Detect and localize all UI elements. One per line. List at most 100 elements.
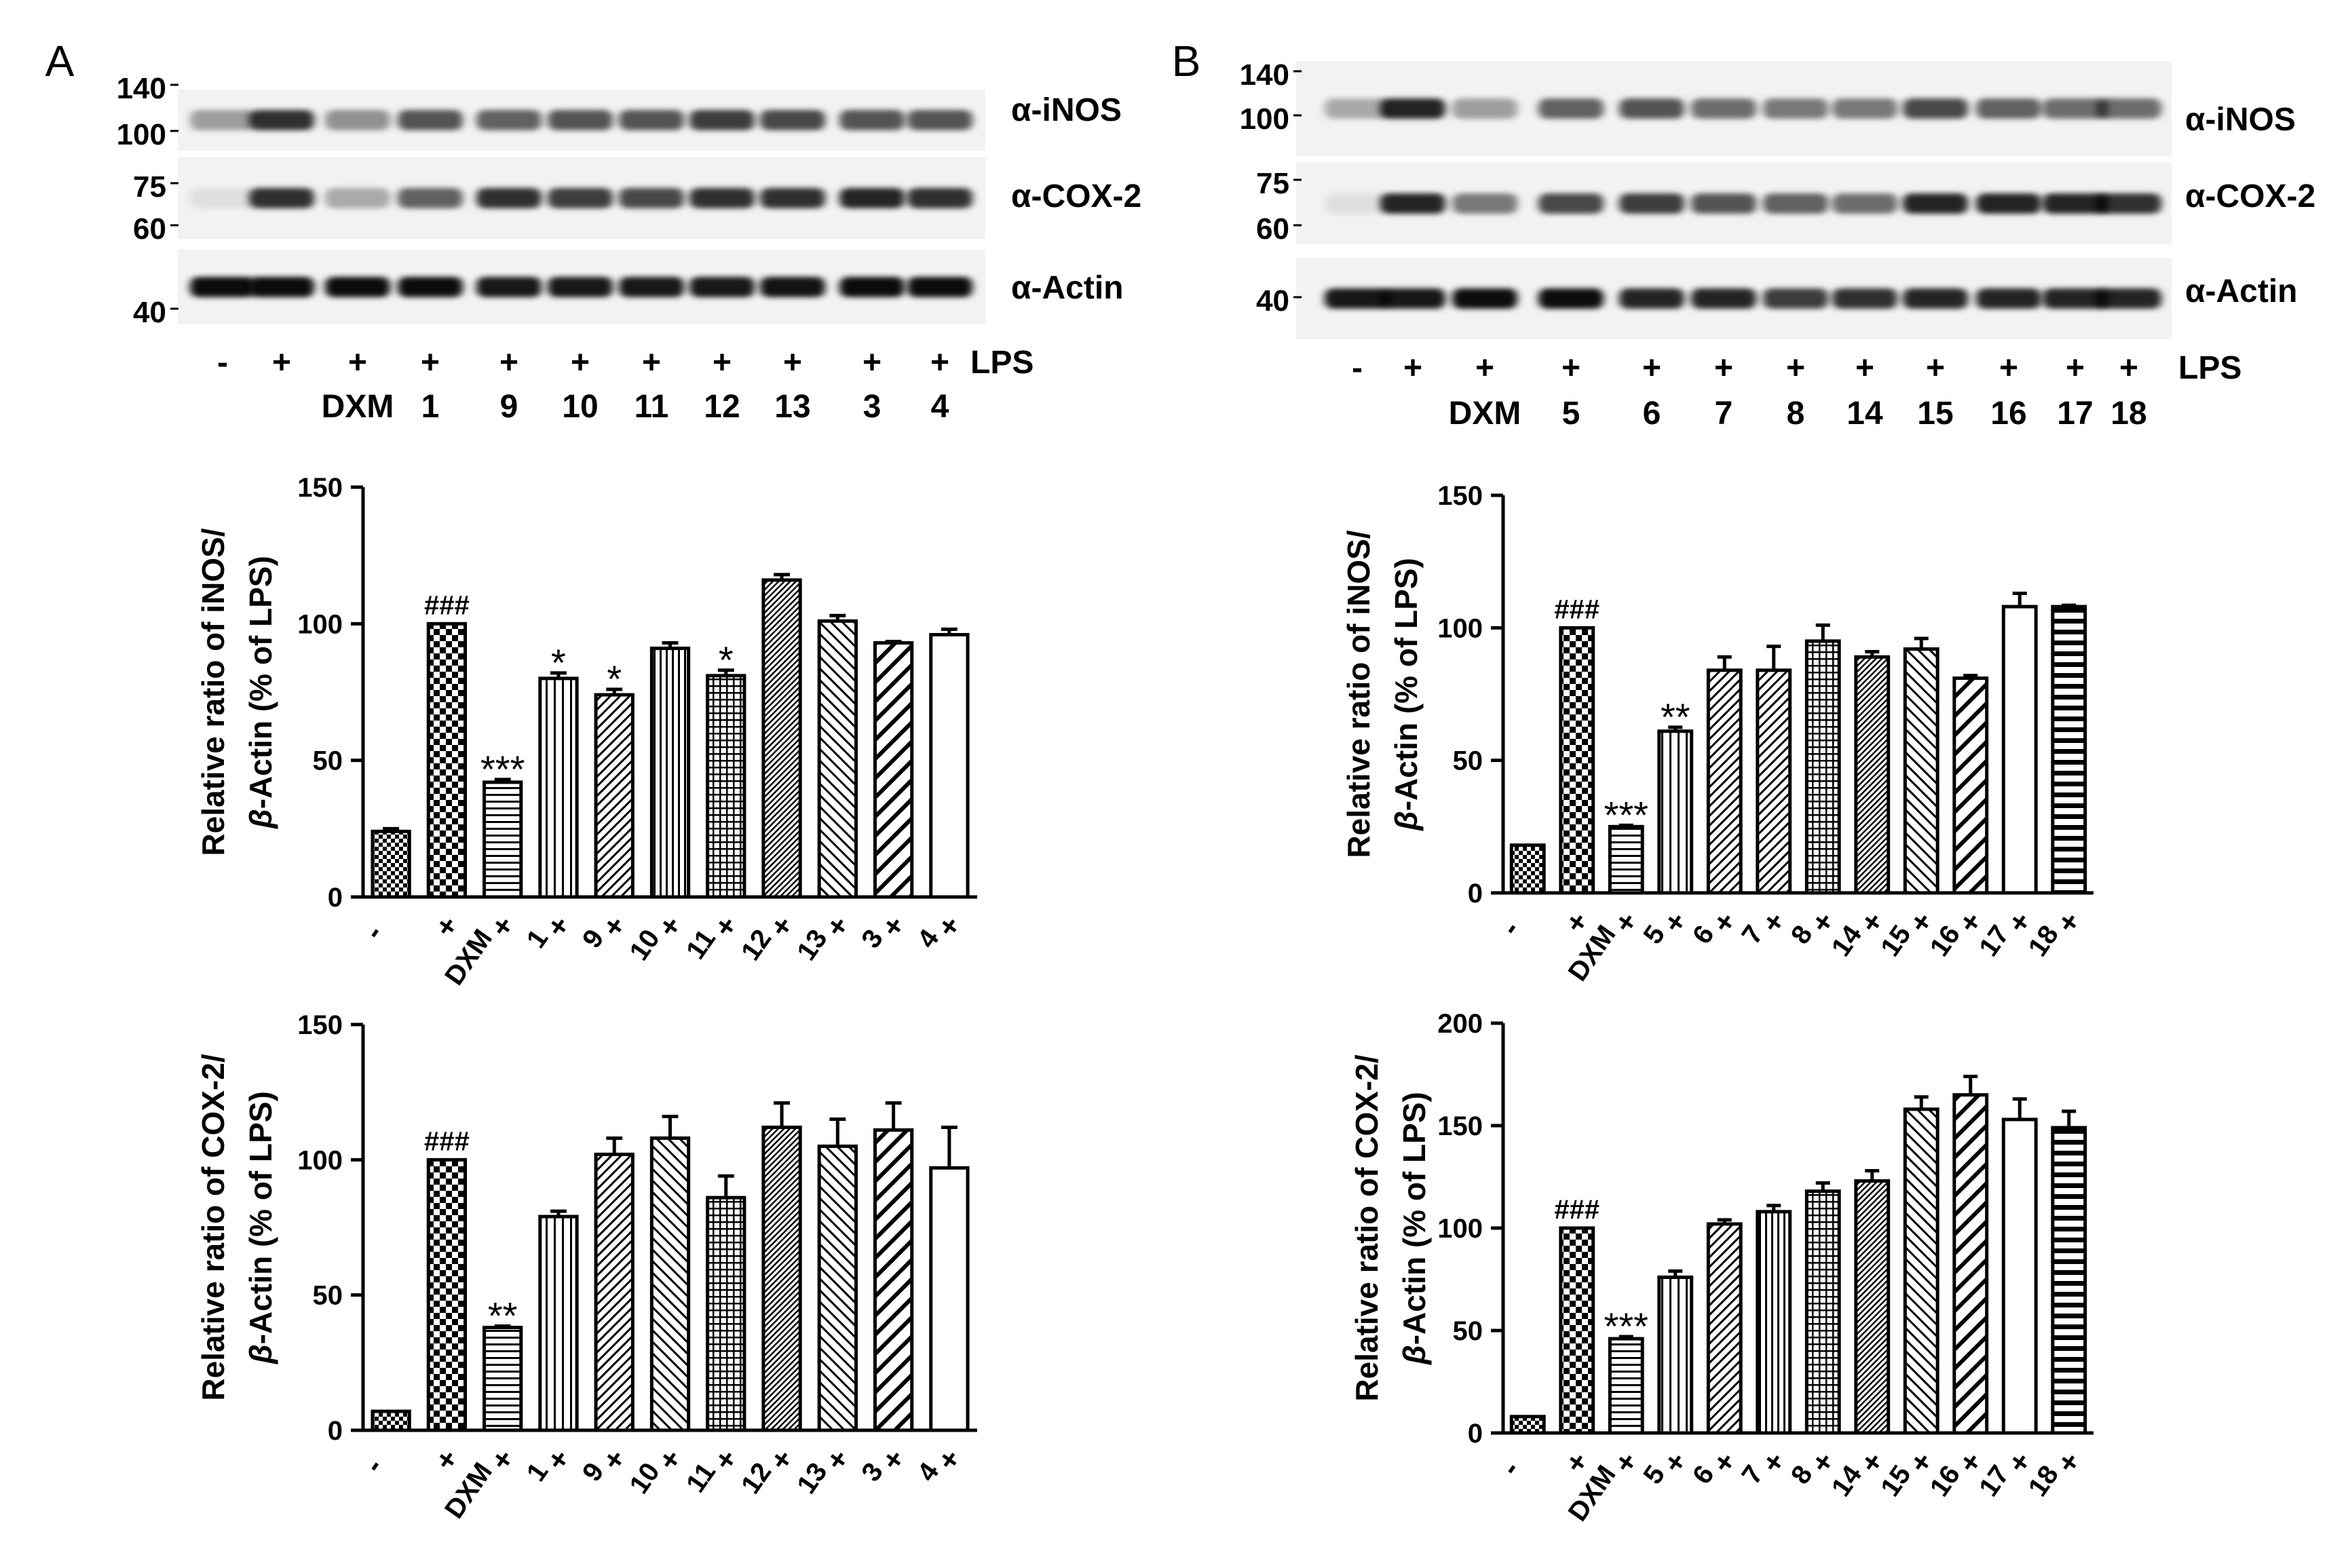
y-axis-label-greek: β: [1388, 811, 1424, 831]
blot-band: [2043, 193, 2108, 214]
bar: [1756, 1210, 1792, 1435]
y-tick-label: 150: [297, 1010, 343, 1040]
y-tick-label: 50: [313, 746, 343, 776]
blot-panel-a: A 140 100 75 60 40 α-iNOS α-COX-2 α-Actin - + + + + + +…: [45, 37, 1142, 425]
lps-sign: +: [1475, 350, 1494, 386]
lane-label: 8: [1787, 396, 1805, 432]
significance-label: **: [488, 1295, 518, 1337]
mw-marker-label: 60: [1256, 212, 1289, 246]
significance-label: *: [719, 638, 734, 681]
blot-band: [689, 110, 755, 130]
bar: [1952, 1093, 1989, 1435]
lane-label: 1: [421, 389, 440, 425]
mw-marker-label: 60: [133, 212, 166, 246]
blot-band: [398, 188, 463, 208]
blot-band: [1619, 98, 1684, 119]
blot-band: [249, 110, 314, 130]
lps-sign: +: [1561, 350, 1580, 386]
significance-label: ###: [424, 1126, 470, 1156]
blot-band: [1452, 288, 1517, 309]
bar: [538, 1215, 579, 1432]
bar: [1657, 729, 1694, 895]
y-axis-label-greek: β: [243, 809, 278, 829]
y-axis-label: Relative ratio of COX-2/: [1349, 1054, 1384, 1401]
significance-label: **: [1661, 695, 1690, 738]
lane-label: 10: [562, 389, 598, 425]
significance-label: ###: [424, 590, 470, 620]
blot-band: [1619, 193, 1684, 214]
lps-sign: +: [863, 345, 882, 381]
bar: [873, 641, 914, 899]
y-axis-label-rest: -Actin (% of LPS): [243, 556, 278, 809]
significance-label: *: [551, 641, 566, 684]
y-tick-label: 0: [328, 883, 343, 913]
bar: [1903, 647, 1939, 895]
mw-marker-label: 100: [1240, 102, 1289, 136]
blot-band: [760, 188, 825, 208]
blot-band: [1452, 193, 1517, 214]
blot-band: [1903, 98, 1968, 119]
lane-label: 6: [1643, 396, 1661, 432]
y-tick-label: 100: [1437, 613, 1483, 643]
bar: [1706, 668, 1743, 895]
bar: [1657, 1275, 1694, 1435]
blot-band: [1325, 288, 1390, 309]
blot-band: [548, 188, 613, 208]
lane-label: 4: [931, 389, 949, 425]
antibody-label: α-COX-2: [2185, 178, 2315, 214]
lane-label: 13: [774, 389, 810, 425]
bar: [426, 622, 468, 899]
bar: [371, 829, 411, 899]
lps-sign: +: [428, 1443, 466, 1476]
blot-band: [1832, 288, 1897, 309]
lane-label: DXM: [1449, 396, 1521, 432]
lps-sign: -: [217, 345, 228, 381]
lps-sign: +: [2066, 350, 2085, 386]
lane-label: 3: [863, 389, 882, 425]
category-label: -: [1494, 1455, 1527, 1482]
panel-letter: B: [1172, 37, 1201, 85]
blot-band: [1691, 98, 1756, 119]
bar: [371, 1409, 411, 1432]
mw-marker-label: 40: [1256, 284, 1289, 318]
y-axis-label: β-Actin (% of LPS): [1397, 1092, 1432, 1365]
blot-band: [907, 277, 972, 297]
lane-label: 7: [1715, 396, 1733, 432]
bar: [706, 1196, 746, 1432]
lps-sign: +: [272, 345, 291, 381]
blot-band: [2043, 98, 2108, 119]
blot-band: [619, 110, 684, 130]
bar: [1509, 843, 1546, 895]
lps-sign: +: [1926, 350, 1945, 386]
blot-band: [249, 188, 314, 208]
bar-chart-4: 0 50 100 150 200 Relative ratio of COX-2/β-Ac…: [1349, 1009, 2094, 1527]
blot-band: [1538, 193, 1604, 214]
lps-sign: +: [2119, 350, 2138, 386]
bar: [706, 674, 746, 899]
lane-label: 9: [500, 389, 518, 425]
lps-sign: +: [428, 910, 466, 943]
bar: [649, 1136, 691, 1432]
blot-band: [907, 188, 972, 208]
blot-band: [325, 188, 390, 208]
y-tick-label: 100: [297, 609, 343, 639]
category-label: -: [357, 1452, 390, 1479]
blot-band: [760, 110, 825, 130]
bar: [1804, 639, 1841, 895]
lps-sign: +: [499, 345, 518, 381]
category-label: -: [357, 919, 390, 946]
blot-band: [190, 277, 255, 297]
lps-sign: +: [930, 345, 949, 381]
blot-band: [1976, 98, 2041, 119]
lane-label: 18: [2110, 396, 2146, 432]
lps-sign: +: [1642, 350, 1661, 386]
lane-label: 16: [1990, 396, 2026, 432]
bar: [761, 1125, 802, 1432]
bar: [2051, 605, 2087, 895]
bar: [1854, 655, 1891, 895]
blot-band: [2096, 288, 2161, 309]
y-tick-label: 200: [1437, 1009, 1483, 1039]
bar: [1559, 626, 1595, 895]
antibody-label: α-Actin: [1011, 270, 1124, 306]
blot-band: [548, 110, 613, 130]
